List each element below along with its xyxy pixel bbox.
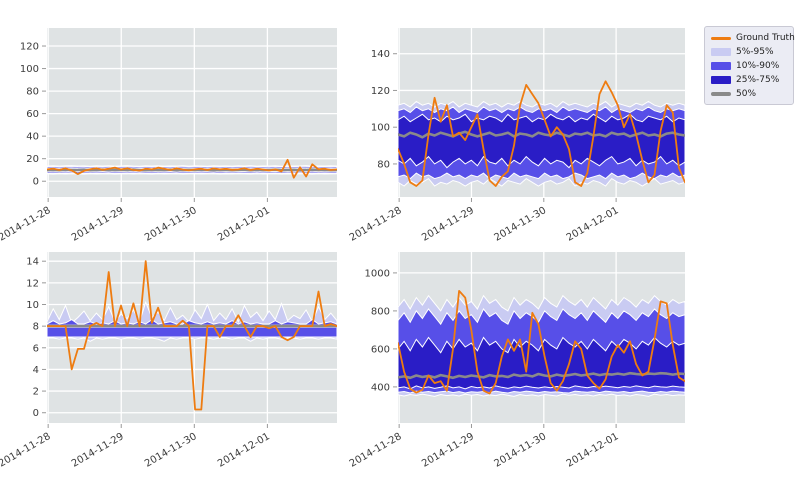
x-tick-label: 2014-11-28 bbox=[348, 205, 404, 244]
ground-truth-line bbox=[398, 289, 685, 395]
x-tick-label: 2014-11-28 bbox=[348, 431, 404, 470]
ground-truth-line bbox=[398, 80, 685, 187]
ground-truth-line bbox=[47, 260, 337, 411]
median-line bbox=[398, 130, 685, 139]
y-tick-label: 2 bbox=[33, 387, 39, 398]
x-tick-label: 2014-11-29 bbox=[420, 205, 476, 244]
x-tick-label: 2014-11-29 bbox=[70, 205, 126, 244]
y-tick-label: 0 bbox=[33, 408, 39, 419]
y-tick-label: 20 bbox=[26, 154, 39, 165]
y-tick-label: 140 bbox=[371, 49, 390, 60]
legend-item-25-75: 25%-75% bbox=[711, 75, 787, 85]
y-tick-label: 0 bbox=[33, 177, 39, 188]
y-tick-label: 6 bbox=[33, 343, 39, 354]
y-tick-label: 4 bbox=[33, 365, 39, 376]
legend-label: 25%-75% bbox=[736, 75, 780, 85]
y-tick-label: 80 bbox=[377, 159, 390, 170]
y-tick-label: 100 bbox=[20, 64, 39, 75]
y-tick-label: 80 bbox=[26, 87, 39, 98]
y-tick-label: 800 bbox=[371, 306, 390, 317]
y-tick-label: 60 bbox=[26, 109, 39, 120]
x-tick-label: 2014-12-01 bbox=[565, 205, 621, 244]
x-tick-label: 2014-11-29 bbox=[70, 431, 126, 470]
y-tick-label: 100 bbox=[371, 123, 390, 134]
x-tick-label: 2014-11-30 bbox=[143, 431, 199, 470]
x-tick-label: 2014-11-30 bbox=[492, 205, 548, 244]
legend-item-ground-truth: Ground Truth bbox=[711, 33, 795, 43]
y-tick-label: 14 bbox=[26, 257, 39, 268]
subplot-bottom-left: 0 2 4 6 8 10 12 14 2014-11-28 2014-11-29 2014-11-3… bbox=[0, 252, 337, 470]
band-5-95-swatch bbox=[711, 48, 731, 56]
legend-label: 50% bbox=[736, 89, 757, 99]
x-tick-label: 2014-12-01 bbox=[565, 431, 621, 470]
band-10-90-swatch bbox=[711, 62, 731, 70]
subplot-top-right: 80 100 120 140 2014-11-28 2014-11-29 2014-11-3… bbox=[348, 28, 685, 244]
y-tick-label: 120 bbox=[20, 42, 39, 53]
x-tick-label: 2014-12-01 bbox=[216, 205, 272, 244]
ground-truth-swatch bbox=[711, 36, 731, 40]
x-tick-label: 2014-11-30 bbox=[143, 205, 199, 244]
legend-label: 10%-90% bbox=[736, 61, 780, 71]
y-tick-label: 40 bbox=[26, 132, 39, 143]
x-tick-label: 2014-11-30 bbox=[492, 431, 548, 470]
legend-item-5-95: 5%-95% bbox=[711, 47, 787, 57]
y-tick-label: 12 bbox=[26, 278, 39, 289]
y-tick-label: 600 bbox=[371, 344, 390, 355]
y-tick-label: 10 bbox=[26, 300, 39, 311]
y-tick-label: 1000 bbox=[365, 268, 390, 279]
band-10-90 bbox=[47, 318, 337, 338]
y-tick-label: 8 bbox=[33, 322, 39, 333]
band-25-75-swatch bbox=[711, 76, 731, 84]
legend-label: 5%-95% bbox=[736, 47, 774, 57]
subplot-bottom-right: 400 600 800 1000 2014-11-28 2014-11-29 2014-11… bbox=[348, 252, 685, 470]
x-tick-label: 2014-11-28 bbox=[0, 205, 53, 244]
legend-item-50: 50% bbox=[711, 89, 787, 99]
x-tick-label: 2014-11-28 bbox=[0, 431, 53, 470]
ground-truth-line bbox=[47, 158, 337, 179]
median-line bbox=[398, 371, 685, 380]
y-tick-label: 400 bbox=[371, 382, 390, 393]
legend-item-10-90: 10%-90% bbox=[711, 61, 787, 71]
subplot-top-left: 0 20 40 60 80 100 120 2014-11-28 2014-11-29 2014-… bbox=[0, 28, 337, 244]
legend-label: Ground Truth bbox=[736, 33, 795, 43]
band-25-75 bbox=[398, 113, 685, 169]
median-swatch bbox=[711, 92, 731, 96]
legend: Ground Truth 5%-95% 10%-90% 25%-75% 50% bbox=[704, 26, 795, 105]
x-tick-label: 2014-11-29 bbox=[420, 431, 476, 470]
y-tick-label: 120 bbox=[371, 86, 390, 97]
x-tick-label: 2014-12-01 bbox=[216, 431, 272, 470]
